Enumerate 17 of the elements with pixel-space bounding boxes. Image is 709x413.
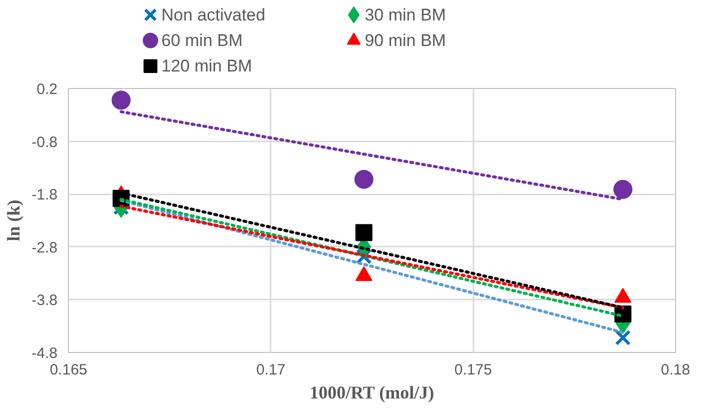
x-tick-label: 0.18 [660, 362, 690, 378]
y-tick-label: 0.2 [36, 81, 58, 98]
y-tick-label: -1.8 [32, 186, 58, 204]
x-tick-label: 0.175 [454, 362, 492, 378]
legend-label: Non activated [161, 5, 266, 24]
y-tick-label: -4.8 [32, 345, 58, 362]
y-tick-label: -0.8 [32, 134, 58, 151]
legend-label: 90 min BM [364, 31, 446, 50]
legend-label: 60 min BM [161, 31, 243, 50]
y-axis-title: ln (k) [4, 200, 24, 242]
x-tick-label: 0.165 [50, 362, 88, 378]
legend-label: 30 min BM [364, 5, 446, 24]
x-tick-label: 0.17 [256, 362, 286, 378]
y-tick-label: -2.8 [32, 239, 58, 256]
x-axis-title: 1000/RT (mol/J) [310, 382, 434, 402]
legend-label: 120 min BM [161, 56, 252, 76]
y-tick-label: -3.8 [32, 292, 58, 310]
